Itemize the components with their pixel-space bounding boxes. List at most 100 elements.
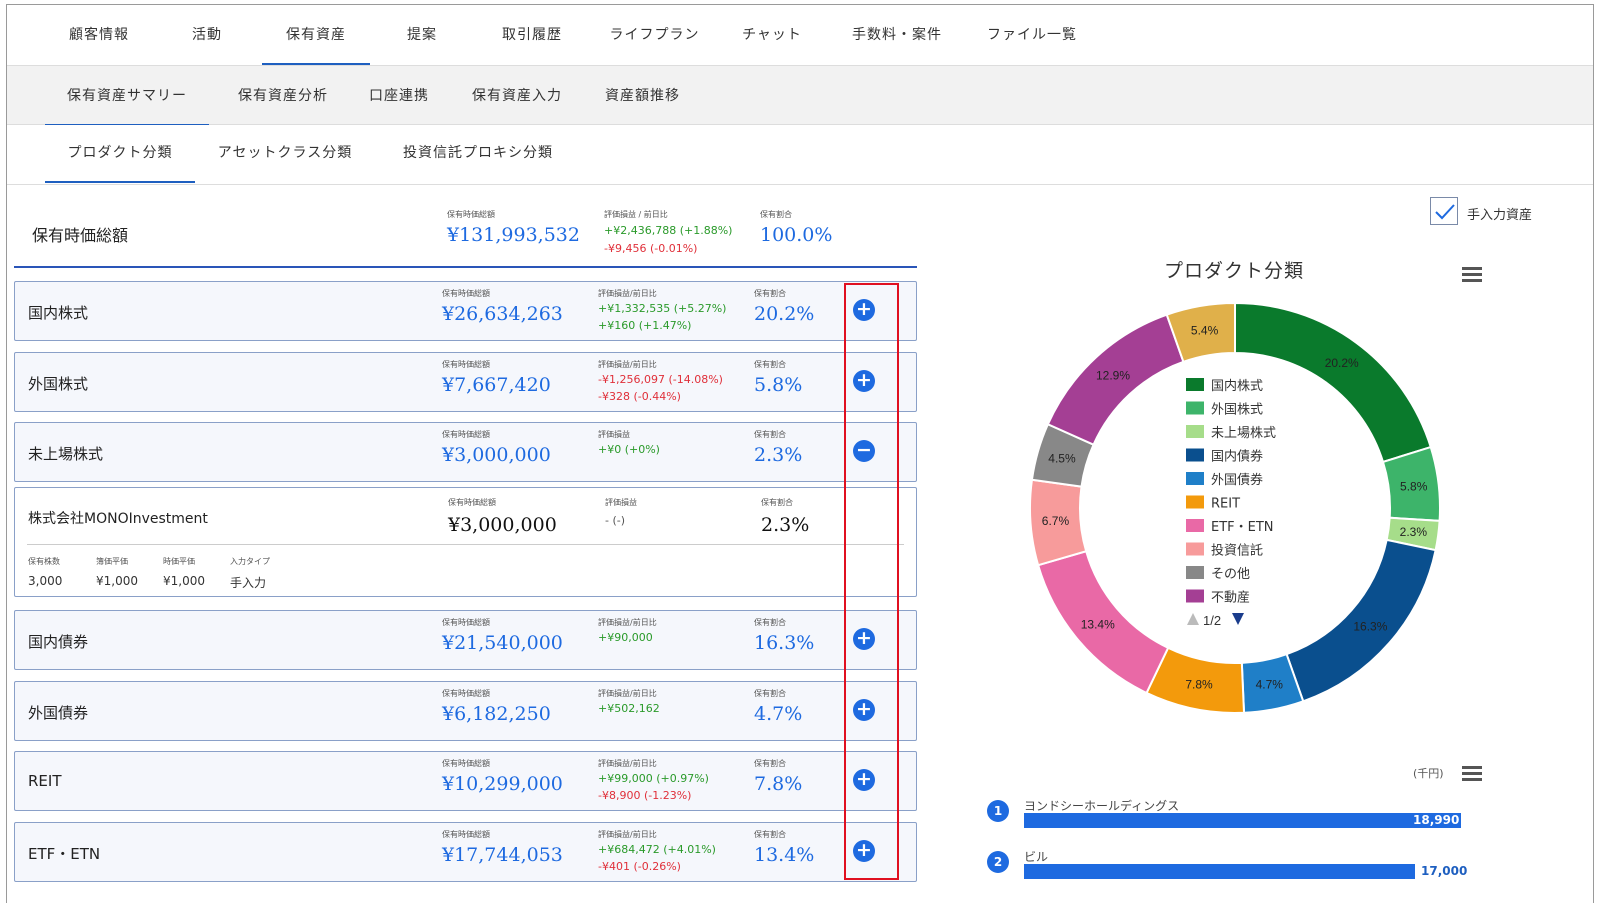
legend-next-page-icon[interactable] (1232, 613, 1244, 625)
tab-life-plan[interactable]: ライフプラン (609, 27, 700, 43)
rank-value: 18,990 (1413, 813, 1460, 827)
legend-item[interactable]: 外国債券 (1211, 472, 1263, 488)
slice-label: 20.2% (1325, 356, 1359, 370)
expand-button[interactable]: + (853, 769, 875, 791)
tab-activity[interactable]: 活動 (192, 27, 222, 43)
expand-button[interactable]: + (853, 370, 875, 392)
category-ratio: 4.7% (754, 703, 803, 725)
summary-day-change: -¥9,456 (-0.01%) (604, 242, 698, 255)
tab-product-classification[interactable]: プロダクト分類 (45, 125, 195, 183)
input-type-value: 手入力 (230, 576, 267, 590)
category-card: REIT 保有時価総額 ¥10,299,000 評価損益/前日比 +¥99,000 (+… (14, 751, 917, 811)
holding-value: ¥3,000,000 (448, 514, 557, 536)
value-label: 保有時価総額 (442, 618, 490, 627)
expand-button[interactable]: + (853, 840, 875, 862)
tab-proposal[interactable]: 提案 (407, 27, 437, 43)
collapse-button[interactable]: − (853, 440, 875, 462)
manual-assets-checkbox[interactable] (1430, 197, 1458, 225)
summary-ratio: 100.0% (760, 224, 833, 246)
category-card: 外国債券 保有時価総額 ¥6,182,250 評価損益/前日比 +¥502,162 保有割… (14, 681, 917, 741)
expand-button[interactable]: + (853, 699, 875, 721)
slice-label: 12.9% (1096, 369, 1130, 383)
rank-bar[interactable] (1024, 813, 1461, 828)
legend-item[interactable]: ETF・ETN (1211, 520, 1274, 535)
summary-title: 保有時価総額 (32, 226, 129, 245)
rank-name: ビル (1024, 850, 1049, 864)
classification-tab-bar: プロダクト分類 アセットクラス分類 投資信託プロキシ分類 (7, 125, 1593, 185)
category-pl: -¥1,256,097 (-14.08%) (598, 373, 723, 386)
tab-asset-class-classification[interactable]: アセットクラス分類 (217, 145, 353, 161)
legend-item[interactable]: 投資信託 (1211, 543, 1263, 559)
tab-chat[interactable]: チャット (742, 27, 802, 43)
legend-item[interactable]: 国内債券 (1211, 449, 1263, 465)
category-value: ¥10,299,000 (442, 773, 563, 795)
slice-label: 13.4% (1081, 617, 1115, 631)
pl-label: 評価損益/前日比 (598, 830, 657, 839)
tab-fund-proxy-classification[interactable]: 投資信託プロキシ分類 (403, 145, 553, 161)
rank-bar[interactable] (1024, 864, 1415, 879)
market-price-value: ¥1,000 (163, 574, 205, 588)
category-ratio: 13.4% (754, 844, 815, 866)
tab-file-list[interactable]: ファイル一覧 (987, 27, 1077, 43)
holding-value-label: 保有時価総額 (448, 498, 496, 507)
pl-label: 評価損益/前日比 (598, 289, 657, 298)
legend-item[interactable]: REIT (1211, 497, 1240, 512)
slice-label: 7.8% (1185, 677, 1213, 691)
category-ratio: 7.8% (754, 773, 803, 795)
legend-item[interactable]: その他 (1211, 567, 1250, 582)
legend-page-indicator: 1/2 (1203, 613, 1221, 628)
category-card: 外国株式 保有時価総額 ¥7,667,420 評価損益/前日比 -¥1,256,097 … (14, 352, 917, 412)
summary-pl: +¥2,436,788 (+1.88%) (604, 224, 733, 237)
check-icon (1435, 204, 1455, 220)
tab-asset-trend[interactable]: 資産額推移 (605, 88, 680, 104)
category-pl: +¥99,000 (+0.97%) (598, 772, 709, 785)
ratio-label: 保有割合 (754, 689, 786, 698)
tab-customer-info[interactable]: 顧客情報 (69, 27, 129, 43)
category-card: ETF・ETN 保有時価総額 ¥17,744,053 評価損益/前日比 +¥684,47… (14, 822, 917, 882)
tab-holdings-analysis[interactable]: 保有資産分析 (238, 88, 328, 104)
expand-button[interactable]: + (853, 299, 875, 321)
pl-label: 評価損益/前日比 (598, 360, 657, 369)
category-card: 国内株式 保有時価総額 ¥26,634,263 評価損益/前日比 +¥1,332,535… (14, 281, 917, 341)
ranking-menu-icon[interactable] (1462, 766, 1482, 782)
tab-account-link[interactable]: 口座連携 (369, 88, 429, 104)
slice-label: 2.3% (1400, 525, 1428, 539)
market-price-label: 時価平価 (163, 557, 195, 566)
slice-label: 16.3% (1353, 620, 1387, 634)
ratio-label: 保有割合 (754, 360, 786, 369)
category-pl: +¥90,000 (598, 631, 653, 644)
legend-swatch (1186, 519, 1204, 532)
category-value: ¥3,000,000 (442, 444, 551, 466)
shares-value: 3,000 (28, 574, 63, 588)
tab-transaction-history[interactable]: 取引履歴 (502, 27, 562, 43)
summary-pl-label: 評価損益 / 前日比 (604, 210, 668, 219)
book-price-label: 簿価平価 (96, 557, 128, 566)
value-label: 保有時価総額 (442, 689, 490, 698)
legend-swatch (1186, 472, 1204, 485)
ratio-label: 保有割合 (754, 830, 786, 839)
category-name: 外国債券 (28, 704, 89, 722)
pl-label: 評価損益/前日比 (598, 759, 657, 768)
main-tab-bar: 顧客情報 活動 保有資産 提案 取引履歴 ライフプラン チャット 手数料・案件 … (7, 5, 1593, 65)
legend-prev-page-icon[interactable] (1187, 613, 1199, 625)
donut-chart: 20.2% 5.8% 2.3% 16.3% 4.7% 7.8% 13.4% 6.7% 4.5% 1… (1029, 301, 1441, 714)
manual-assets-label: 手入力資産 (1467, 208, 1533, 223)
tab-holdings-input[interactable]: 保有資産入力 (472, 88, 562, 104)
expand-button[interactable]: + (853, 628, 875, 650)
holding-pl: - (-) (605, 514, 626, 527)
legend-item[interactable]: 未上場株式 (1211, 426, 1276, 441)
category-day-change: -¥401 (-0.26%) (598, 860, 681, 873)
legend-item[interactable]: 国内株式 (1211, 378, 1263, 394)
tab-holdings[interactable]: 保有資産 (262, 5, 370, 65)
summary-ratio-label: 保有割合 (760, 210, 792, 219)
donut-slice[interactable] (1165, 301, 1236, 364)
legend-item[interactable]: 外国株式 (1211, 403, 1263, 418)
slice-label: 4.5% (1048, 451, 1076, 465)
chart-menu-icon[interactable] (1462, 267, 1482, 283)
tab-holdings-summary[interactable]: 保有資産サマリー (45, 66, 209, 126)
slice-label: 4.7% (1256, 678, 1284, 692)
tab-fees-cases[interactable]: 手数料・案件 (852, 27, 942, 43)
legend-swatch (1186, 448, 1204, 462)
legend-swatch (1186, 401, 1204, 415)
legend-item[interactable]: 不動産 (1211, 590, 1250, 606)
